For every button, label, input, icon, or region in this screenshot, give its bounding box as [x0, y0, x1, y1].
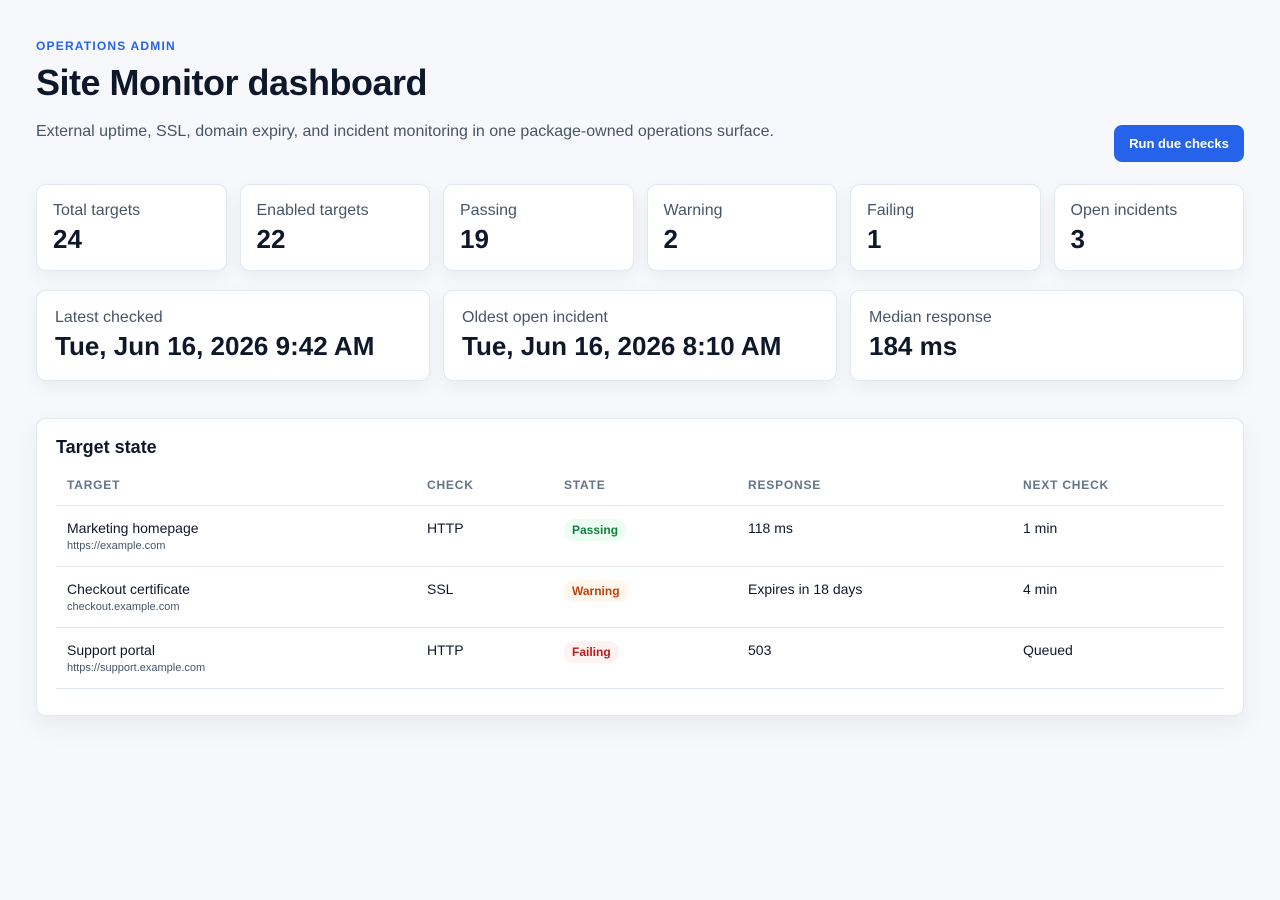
target-name: Support portal: [67, 642, 155, 658]
check-cell: HTTP: [416, 505, 553, 567]
table-row[interactable]: Checkout certificate checkout.example.co…: [56, 566, 1224, 628]
status-badge: Failing: [564, 641, 619, 663]
stats-row: Total targets 24 Enabled targets 22 Pass…: [36, 184, 1244, 271]
state-cell: Passing: [553, 505, 737, 567]
stat-label: Total targets: [53, 202, 141, 219]
next-check-cell: 1 min: [1012, 505, 1224, 567]
target-url: https://support.example.com: [67, 662, 206, 674]
target-state-table: TARGET CHECK STATE RESPONSE NEXT CHECK M…: [56, 478, 1224, 689]
table-row[interactable]: Support portal https://support.example.c…: [56, 627, 1224, 689]
target-url: checkout.example.com: [67, 601, 180, 613]
stat-card-open-incidents: Open incidents 3: [1053, 184, 1244, 271]
stat-label: Passing: [460, 202, 517, 219]
check-cell: SSL: [416, 566, 553, 628]
stat-label: Enabled targets: [256, 202, 369, 219]
summary-value: Tue, Jun 16, 2026 8:10 AM: [462, 331, 782, 361]
next-check-cell: 4 min: [1012, 566, 1224, 628]
column-header-response: RESPONSE: [737, 478, 1012, 506]
response-cell: 503: [737, 627, 1012, 689]
response-cell: 118 ms: [737, 505, 1012, 567]
status-badge: Warning: [564, 580, 628, 602]
column-header-check: CHECK: [416, 478, 553, 506]
stat-card-total-targets: Total targets 24: [36, 184, 227, 271]
target-cell: Support portal https://support.example.c…: [56, 627, 416, 689]
stat-card-failing: Failing 1: [850, 184, 1041, 271]
summary-card-median-response: Median response 184 ms: [850, 290, 1244, 381]
table-row[interactable]: Marketing homepage https://example.com H…: [56, 505, 1224, 567]
stat-label: Open incidents: [1070, 202, 1178, 219]
stat-label: Failing: [867, 202, 915, 219]
target-url: https://example.com: [67, 540, 166, 552]
target-name: Marketing homepage: [67, 520, 199, 536]
target-state-panel: Target state TARGET CHECK STATE RESPONSE…: [36, 418, 1244, 716]
table-title: Target state: [56, 437, 157, 457]
eyebrow-label: OPERATIONS ADMIN: [36, 39, 176, 53]
summary-label: Median response: [869, 309, 992, 326]
stat-value: 3: [1070, 224, 1085, 254]
stat-label: Warning: [663, 202, 723, 219]
stat-value: 2: [663, 224, 678, 254]
stat-value: 1: [867, 224, 882, 254]
summary-card-latest-checked: Latest checked Tue, Jun 16, 2026 9:42 AM: [36, 290, 430, 381]
stat-card-enabled-targets: Enabled targets 22: [239, 184, 430, 271]
summary-value: Tue, Jun 16, 2026 9:42 AM: [55, 331, 375, 361]
state-cell: Failing: [553, 627, 737, 689]
check-cell: HTTP: [416, 627, 553, 689]
table-header-row: TARGET CHECK STATE RESPONSE NEXT CHECK: [56, 478, 1224, 506]
column-header-next-check: NEXT CHECK: [1012, 478, 1224, 506]
stat-card-warning: Warning 2: [646, 184, 837, 271]
target-name: Checkout certificate: [67, 581, 190, 597]
column-header-state: STATE: [553, 478, 737, 506]
stat-value: 24: [53, 224, 82, 254]
summary-row: Latest checked Tue, Jun 16, 2026 9:42 AM…: [36, 290, 1244, 381]
state-cell: Warning: [553, 566, 737, 628]
stat-card-passing: Passing 19: [443, 184, 634, 271]
summary-value: 184 ms: [869, 331, 958, 361]
summary-label: Latest checked: [55, 309, 163, 326]
next-check-cell: Queued: [1012, 627, 1224, 689]
summary-label: Oldest open incident: [462, 309, 608, 326]
target-cell: Marketing homepage https://example.com: [56, 505, 416, 567]
summary-card-oldest-open-incident: Oldest open incident Tue, Jun 16, 2026 8…: [443, 290, 837, 381]
page-title: Site Monitor dashboard: [36, 62, 428, 103]
column-header-target: TARGET: [56, 478, 416, 506]
status-badge: Passing: [564, 519, 627, 541]
run-due-checks-button[interactable]: Run due checks: [1114, 125, 1244, 162]
stat-value: 22: [256, 224, 286, 254]
response-cell: Expires in 18 days: [737, 566, 1012, 628]
stat-value: 19: [460, 224, 489, 254]
page-subtitle: External uptime, SSL, domain expiry, and…: [36, 123, 774, 140]
target-cell: Checkout certificate checkout.example.co…: [56, 566, 416, 628]
